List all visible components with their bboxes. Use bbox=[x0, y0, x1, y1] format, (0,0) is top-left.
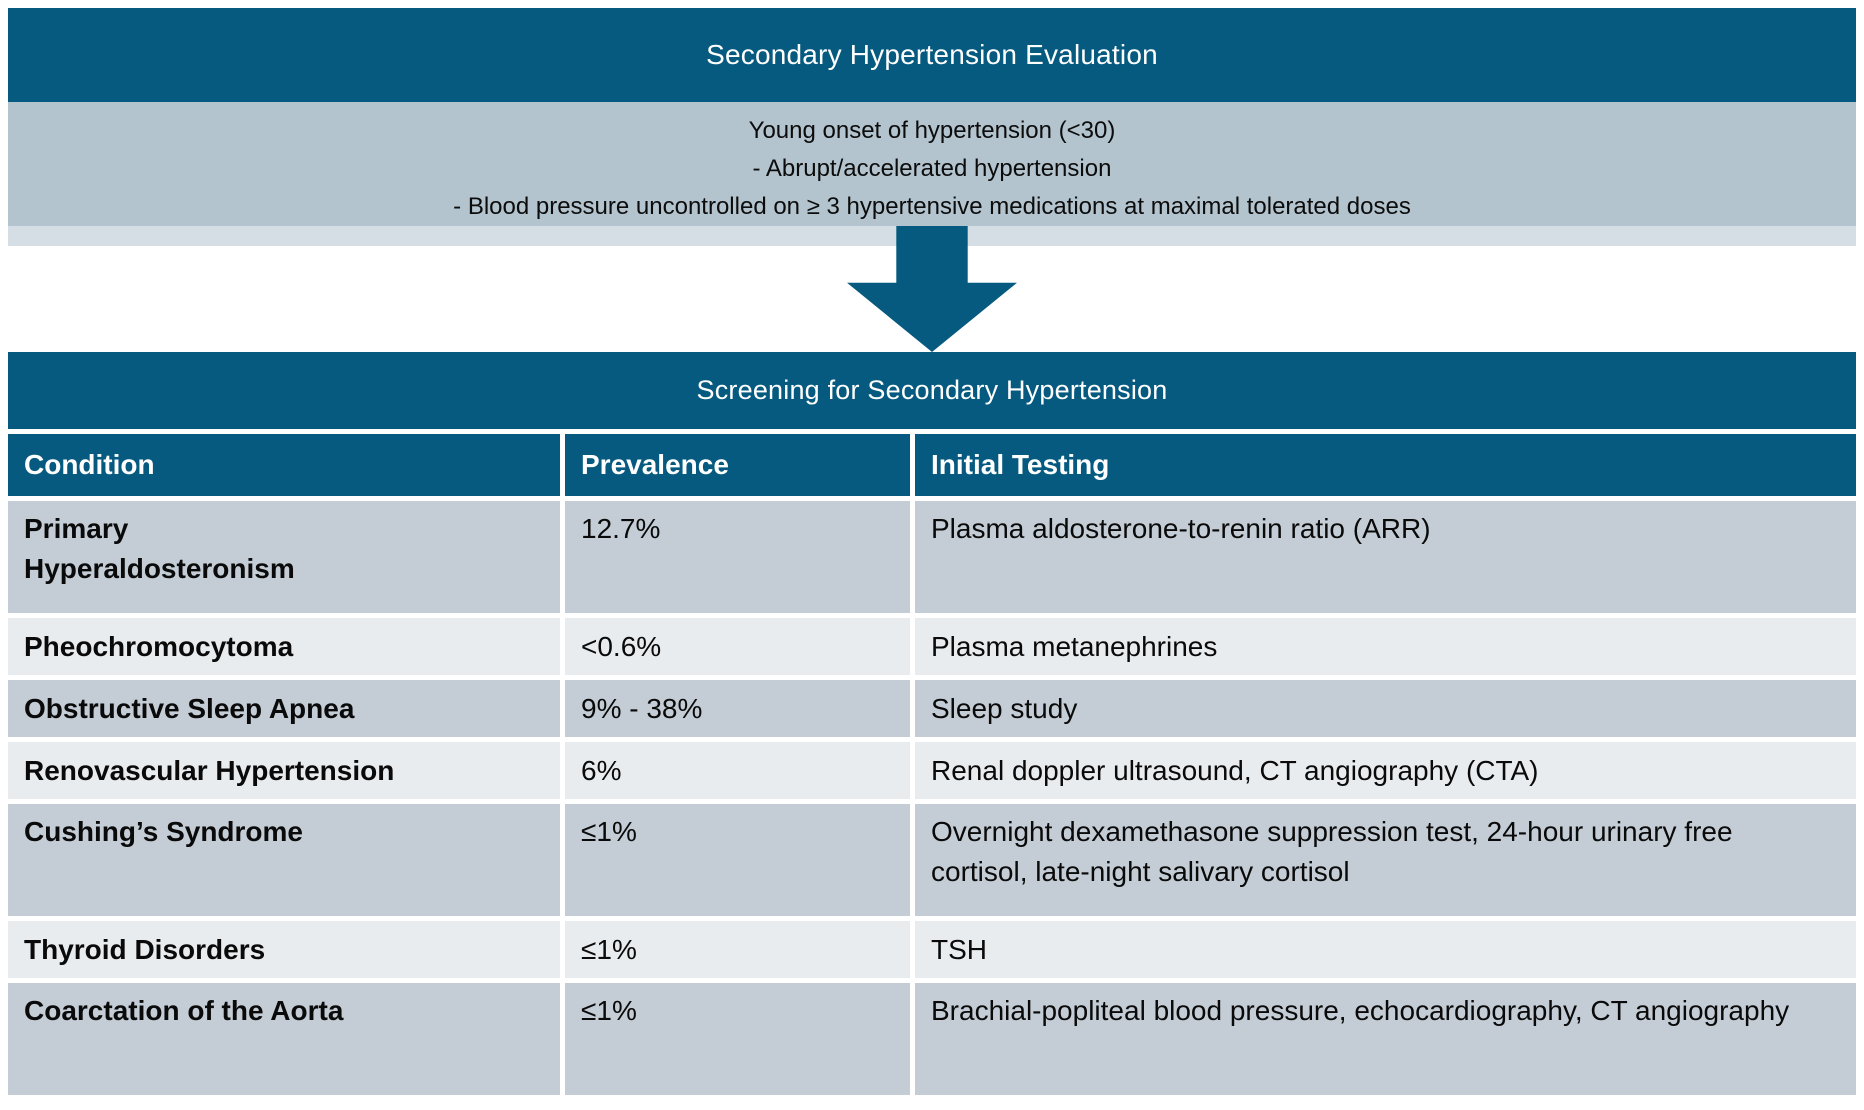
prevalence-cell: ≤1% bbox=[565, 983, 910, 1095]
condition-cell: Primary Hyperaldosteronism bbox=[8, 501, 560, 613]
column-header-condition: Condition bbox=[8, 434, 560, 496]
testing-cell: Overnight dexamethasone suppression test… bbox=[915, 804, 1856, 916]
criteria-box: Young onset of hypertension (<30) - Abru… bbox=[8, 102, 1856, 226]
screening-header-bar: Screening for Secondary Hypertension bbox=[8, 352, 1856, 429]
prevalence-cell: ≤1% bbox=[565, 921, 910, 978]
criteria-line-1: Young onset of hypertension (<30) bbox=[748, 117, 1116, 144]
testing-cell: Renal doppler ultrasound, CT angiography… bbox=[915, 742, 1856, 799]
prevalence-cell: 6% bbox=[565, 742, 910, 799]
column-header-testing: Initial Testing bbox=[915, 434, 1856, 496]
testing-cell: TSH bbox=[915, 921, 1856, 978]
condition-cell: Cushing’s Syndrome bbox=[8, 804, 560, 916]
condition-cell: Renovascular Hypertension bbox=[8, 742, 560, 799]
condition-cell: Coarctation of the Aorta bbox=[8, 983, 560, 1095]
screening-header-title: Screening for Secondary Hypertension bbox=[696, 375, 1168, 405]
prevalence-cell: 12.7% bbox=[565, 501, 910, 613]
screening-table: Condition Prevalence Initial Testing Pri… bbox=[8, 434, 1856, 1095]
condition-cell: Pheochromocytoma bbox=[8, 618, 560, 675]
prevalence-cell: 9% - 38% bbox=[565, 680, 910, 737]
condition-cell: Thyroid Disorders bbox=[8, 921, 560, 978]
prevalence-cell: ≤1% bbox=[565, 804, 910, 916]
testing-cell: Plasma metanephrines bbox=[915, 618, 1856, 675]
arrow-section bbox=[8, 226, 1856, 352]
testing-cell: Plasma aldosterone-to-renin ratio (ARR) bbox=[915, 501, 1856, 613]
condition-cell: Obstructive Sleep Apnea bbox=[8, 680, 560, 737]
testing-cell: Brachial-popliteal blood pressure, echoc… bbox=[915, 983, 1856, 1095]
condition-text: Primary Hyperaldosteronism bbox=[24, 513, 295, 584]
top-header-bar: Secondary Hypertension Evaluation bbox=[8, 8, 1856, 102]
testing-cell: Sleep study bbox=[915, 680, 1856, 737]
column-header-prevalence: Prevalence bbox=[565, 434, 910, 496]
criteria-line-3: - Blood pressure uncontrolled on ≥ 3 hyp… bbox=[453, 193, 1411, 220]
top-header-title: Secondary Hypertension Evaluation bbox=[706, 39, 1158, 70]
prevalence-cell: <0.6% bbox=[565, 618, 910, 675]
criteria-line-2: - Abrupt/accelerated hypertension bbox=[752, 155, 1112, 182]
